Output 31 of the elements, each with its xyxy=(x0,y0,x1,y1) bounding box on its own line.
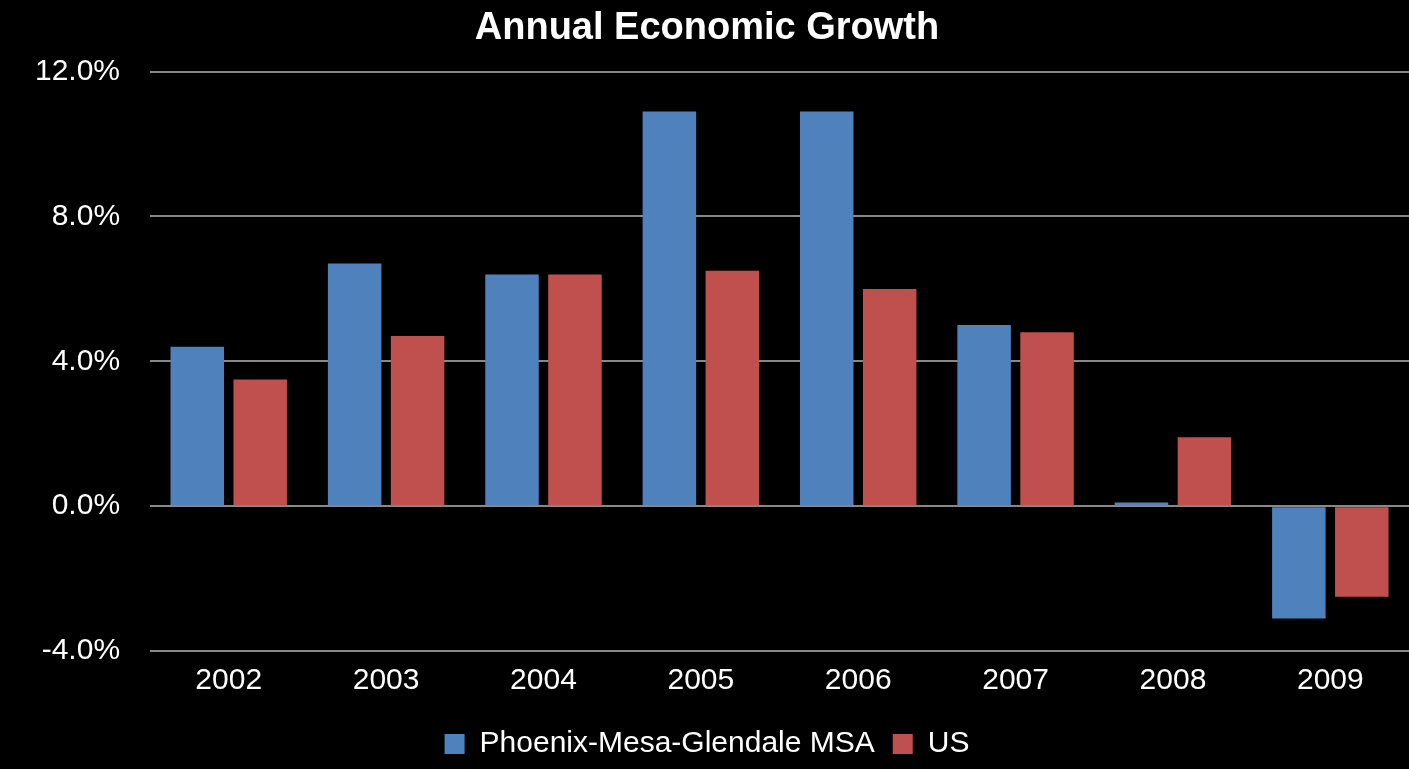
y-tick-label: -4.0% xyxy=(41,632,121,666)
bar xyxy=(957,325,1011,506)
x-tick-label: 2005 xyxy=(667,662,735,696)
legend-label: US xyxy=(927,725,970,759)
bar xyxy=(390,335,445,506)
x-tick-label: 2002 xyxy=(195,662,263,696)
x-tick-label: 2007 xyxy=(982,662,1049,696)
bar xyxy=(327,263,382,506)
bar xyxy=(1335,507,1389,597)
bar xyxy=(705,270,760,506)
bar xyxy=(799,111,854,506)
bar xyxy=(485,274,539,506)
x-tick-label: 2008 xyxy=(1139,662,1207,696)
bar xyxy=(233,379,287,506)
y-tick-label: 12.0% xyxy=(34,52,121,86)
y-tick-label: 8.0% xyxy=(51,197,121,231)
legend-label: Phoenix-Mesa-Glendale MSA xyxy=(479,725,875,759)
bar xyxy=(642,111,697,506)
bar xyxy=(548,274,602,506)
bar xyxy=(1272,507,1326,619)
y-tick-label: 0.0% xyxy=(51,487,121,521)
y-tick-label: 4.0% xyxy=(51,342,121,376)
chart-title: Annual Economic Growth xyxy=(474,5,940,48)
bar xyxy=(170,346,225,506)
x-tick-label: 2004 xyxy=(510,662,577,696)
bar xyxy=(1177,437,1232,506)
bar xyxy=(1020,332,1074,506)
x-tick-label: 2003 xyxy=(352,662,420,696)
x-tick-label: 2006 xyxy=(824,662,892,696)
x-tick-label: 2009 xyxy=(1296,662,1364,696)
bar xyxy=(862,288,917,506)
